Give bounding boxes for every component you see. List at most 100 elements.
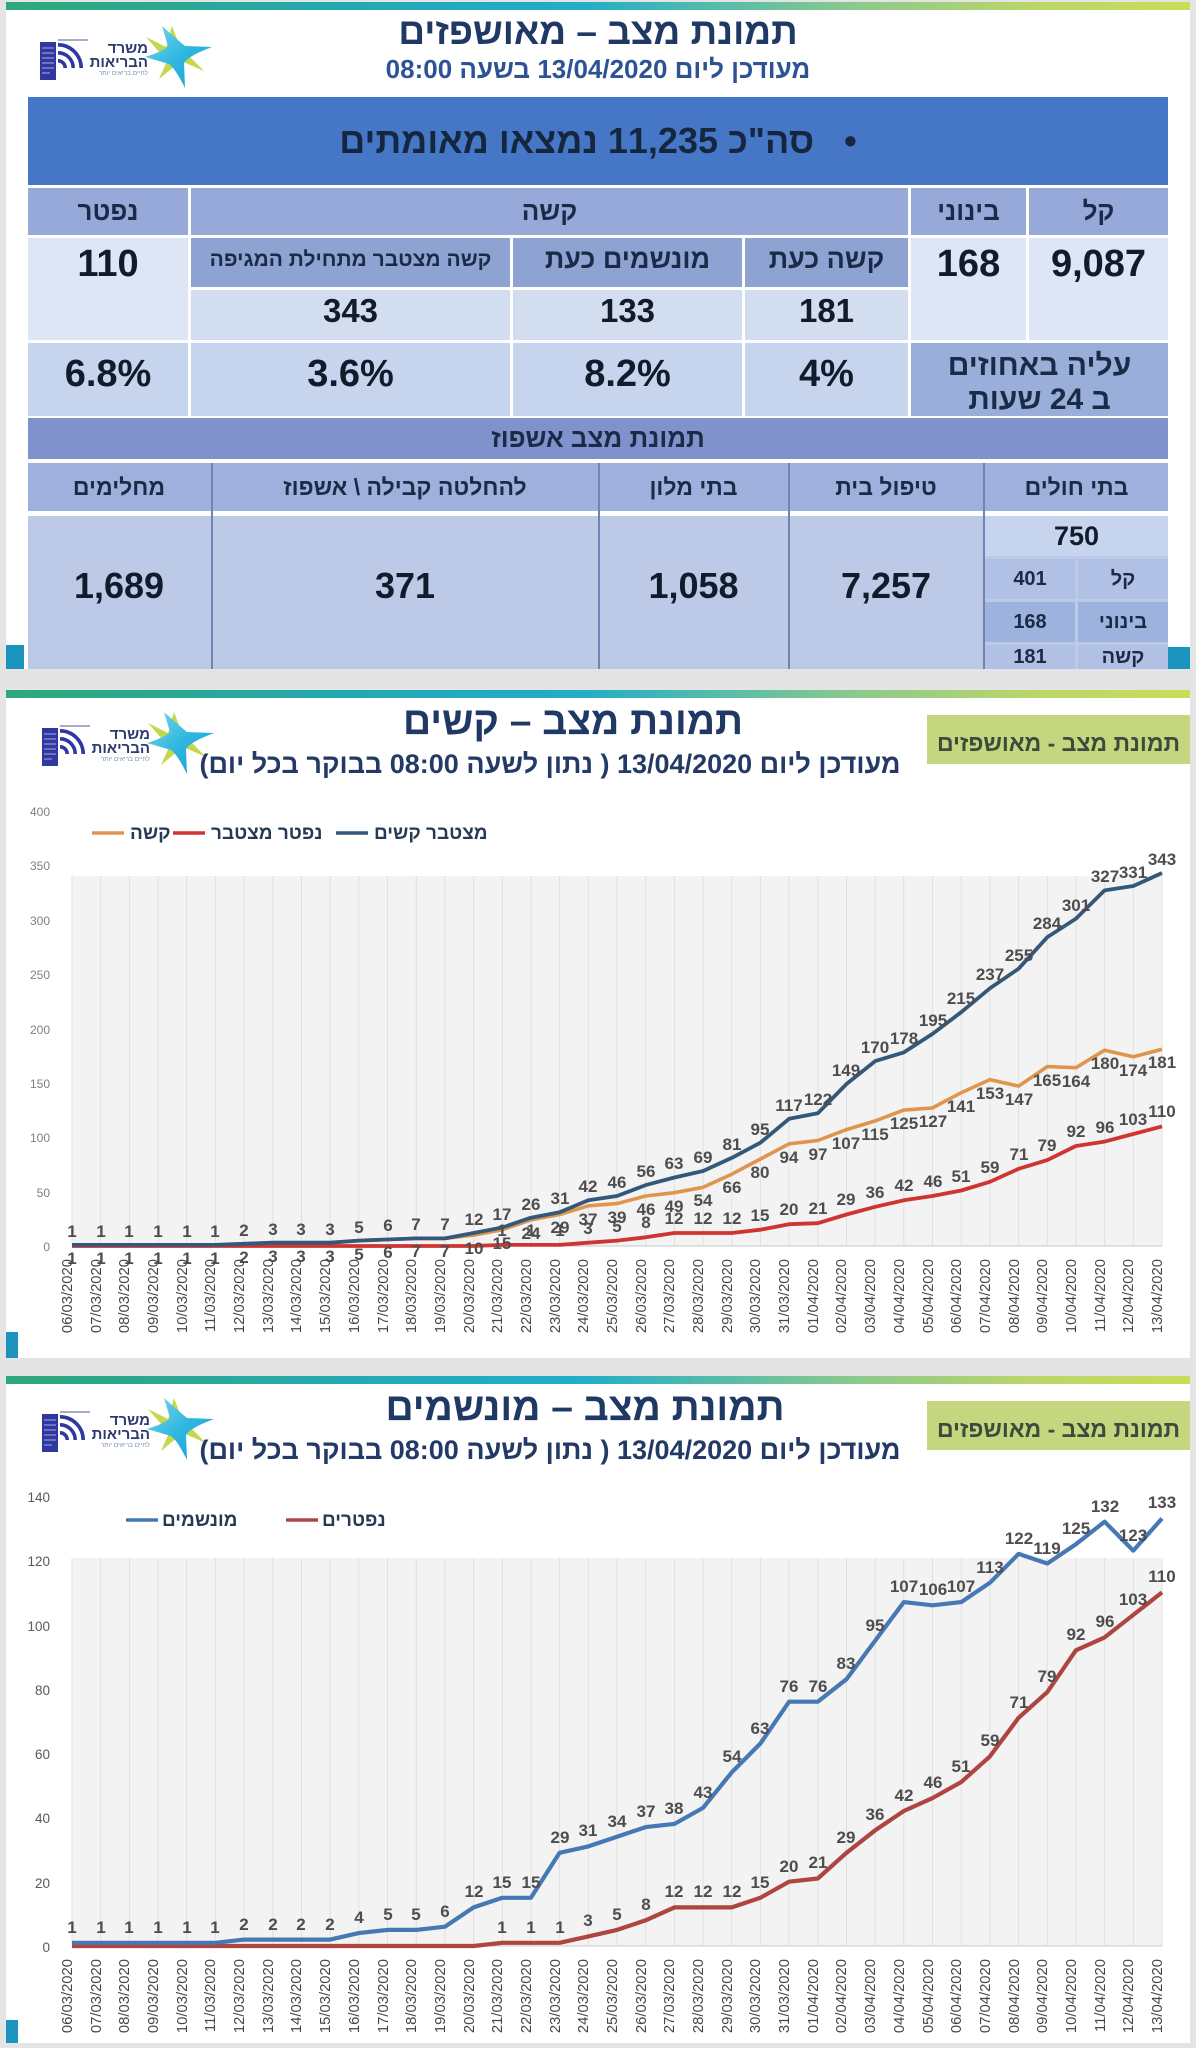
- svg-text:1: 1: [182, 1918, 191, 1937]
- svg-text:12: 12: [694, 1209, 713, 1228]
- svg-text:17/03/2020: 17/03/2020: [376, 1259, 392, 1333]
- svg-text:38: 38: [665, 1799, 684, 1818]
- svg-text:10/04/2020: 10/04/2020: [1064, 1259, 1080, 1333]
- svg-text:2: 2: [239, 1248, 248, 1267]
- svg-text:1: 1: [67, 1249, 76, 1268]
- svg-text:49: 49: [665, 1197, 684, 1216]
- svg-text:7: 7: [440, 1215, 449, 1234]
- svg-text:69: 69: [694, 1148, 713, 1167]
- svg-text:1: 1: [497, 1918, 506, 1937]
- svg-text:12/03/2020: 12/03/2020: [232, 1959, 248, 2033]
- svg-text:29: 29: [551, 1828, 570, 1847]
- svg-text:76: 76: [809, 1677, 828, 1696]
- svg-text:46: 46: [924, 1773, 943, 1792]
- svg-text:96: 96: [1096, 1118, 1115, 1137]
- svg-text:46: 46: [924, 1172, 943, 1191]
- svg-text:12: 12: [723, 1209, 742, 1228]
- svg-text:133: 133: [1148, 1493, 1176, 1512]
- svg-text:16/03/2020: 16/03/2020: [347, 1259, 363, 1333]
- svg-text:150: 150: [30, 1077, 50, 1091]
- svg-text:12: 12: [465, 1882, 484, 1901]
- svg-text:100: 100: [30, 1131, 50, 1145]
- svg-text:12/03/2020: 12/03/2020: [232, 1259, 248, 1333]
- svg-text:36: 36: [866, 1183, 885, 1202]
- svg-text:27/03/2020: 27/03/2020: [662, 1259, 678, 1333]
- svg-text:12: 12: [665, 1209, 684, 1228]
- svg-text:100: 100: [27, 1619, 50, 1634]
- svg-text:11/04/2020: 11/04/2020: [1093, 1959, 1109, 2032]
- svg-text:13/04/2020: 13/04/2020: [1150, 1259, 1166, 1333]
- svg-text:1: 1: [124, 1249, 133, 1268]
- svg-text:165: 165: [1033, 1071, 1061, 1090]
- svg-text:7: 7: [411, 1242, 420, 1261]
- svg-text:51: 51: [952, 1167, 971, 1186]
- svg-text:24/03/2020: 24/03/2020: [576, 1959, 592, 2033]
- svg-text:09/03/2020: 09/03/2020: [146, 1259, 162, 1333]
- svg-text:1: 1: [153, 1918, 162, 1937]
- svg-text:20: 20: [35, 1876, 50, 1891]
- svg-text:21/03/2020: 21/03/2020: [490, 1259, 506, 1333]
- svg-text:2: 2: [239, 1915, 248, 1934]
- svg-text:300: 300: [30, 914, 50, 928]
- svg-text:0: 0: [43, 1240, 50, 1254]
- svg-text:05/04/2020: 05/04/2020: [921, 1959, 937, 2033]
- svg-text:103: 103: [1119, 1110, 1147, 1129]
- svg-text:16/03/2020: 16/03/2020: [347, 1959, 363, 2033]
- svg-text:97: 97: [809, 1145, 828, 1164]
- svg-text:08/03/2020: 08/03/2020: [117, 1959, 133, 2033]
- svg-text:0: 0: [42, 1940, 50, 1955]
- svg-text:19/03/2020: 19/03/2020: [433, 1959, 449, 2033]
- svg-text:115: 115: [861, 1125, 888, 1144]
- svg-text:4: 4: [354, 1908, 364, 1927]
- svg-text:31/03/2020: 31/03/2020: [777, 1259, 793, 1333]
- svg-text:07/03/2020: 07/03/2020: [89, 1959, 105, 2033]
- svg-text:3: 3: [268, 1247, 277, 1266]
- svg-text:107: 107: [890, 1577, 918, 1596]
- svg-text:15: 15: [751, 1206, 770, 1225]
- svg-text:237: 237: [976, 965, 1004, 984]
- svg-text:22/03/2020: 22/03/2020: [519, 1959, 535, 2033]
- svg-text:5: 5: [612, 1905, 621, 1924]
- svg-text:1: 1: [124, 1918, 133, 1937]
- svg-text:נפטר מצטבר: נפטר מצטבר: [211, 823, 322, 843]
- svg-text:3: 3: [325, 1220, 334, 1239]
- svg-text:23/03/2020: 23/03/2020: [548, 1259, 564, 1333]
- svg-text:327: 327: [1091, 867, 1119, 886]
- svg-text:122: 122: [804, 1090, 832, 1109]
- svg-text:10/04/2020: 10/04/2020: [1064, 1959, 1080, 2033]
- svg-text:1: 1: [210, 1249, 219, 1268]
- svg-text:07/04/2020: 07/04/2020: [978, 1259, 994, 1333]
- svg-text:12/04/2020: 12/04/2020: [1121, 1259, 1137, 1333]
- svg-text:2: 2: [268, 1915, 277, 1934]
- svg-text:24: 24: [522, 1224, 541, 1243]
- svg-text:153: 153: [976, 1084, 1004, 1103]
- svg-text:301: 301: [1062, 896, 1090, 915]
- svg-text:31/03/2020: 31/03/2020: [777, 1959, 793, 2033]
- svg-text:5: 5: [612, 1217, 621, 1236]
- svg-text:195: 195: [919, 1011, 947, 1030]
- svg-text:400: 400: [30, 805, 50, 819]
- svg-text:12: 12: [694, 1882, 713, 1901]
- svg-text:92: 92: [1067, 1122, 1086, 1141]
- svg-text:1: 1: [526, 1221, 535, 1240]
- svg-text:28/03/2020: 28/03/2020: [691, 1959, 707, 2033]
- svg-text:37: 37: [637, 1802, 656, 1821]
- svg-text:34: 34: [608, 1812, 627, 1831]
- svg-text:54: 54: [694, 1191, 713, 1210]
- svg-text:120: 120: [27, 1554, 50, 1569]
- svg-text:1: 1: [67, 1918, 76, 1937]
- svg-text:59: 59: [981, 1731, 1000, 1750]
- svg-text:22/03/2020: 22/03/2020: [519, 1259, 535, 1333]
- svg-text:7: 7: [411, 1215, 420, 1234]
- svg-text:11/03/2020: 11/03/2020: [203, 1259, 219, 1332]
- svg-text:94: 94: [780, 1148, 799, 1167]
- svg-text:משרד: משרד: [108, 40, 148, 57]
- svg-text:13/03/2020: 13/03/2020: [261, 1959, 277, 2033]
- svg-text:3: 3: [583, 1219, 592, 1238]
- svg-text:קשה: קשה: [130, 823, 171, 843]
- svg-text:12: 12: [465, 1210, 484, 1229]
- svg-text:09/04/2020: 09/04/2020: [1035, 1259, 1051, 1333]
- svg-text:24/03/2020: 24/03/2020: [576, 1259, 592, 1333]
- svg-text:39: 39: [608, 1208, 627, 1227]
- svg-text:3: 3: [325, 1247, 334, 1266]
